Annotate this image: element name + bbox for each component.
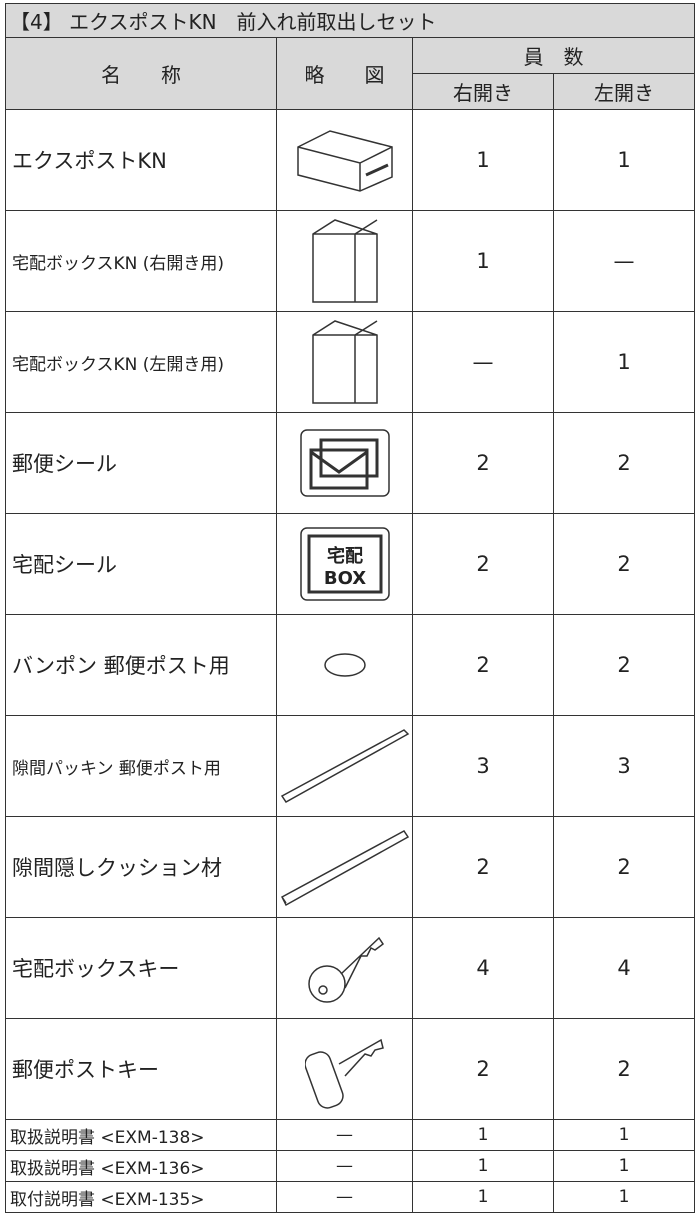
part-name: 隙間パッキン 郵便ポスト用	[5, 715, 277, 817]
part-figure: 宅配 BOX	[276, 513, 413, 615]
count-right: 2	[412, 513, 554, 615]
count-left: 3	[553, 715, 695, 817]
count-left: 1	[553, 1150, 695, 1182]
doc-figure: —	[276, 1119, 413, 1151]
figure-icon	[311, 320, 378, 404]
count-right: 1	[412, 1181, 554, 1213]
count-left: 1	[553, 311, 695, 413]
count-right: 1	[412, 210, 554, 312]
count-left: 4	[553, 917, 695, 1019]
figure-icon	[304, 1038, 384, 1109]
count-left: 2	[553, 513, 695, 615]
count-right: 1	[412, 1119, 554, 1151]
count-right: 3	[412, 715, 554, 817]
header-figure: 略 図	[276, 37, 413, 110]
figure-icon	[307, 936, 384, 1003]
count-left: 2	[553, 614, 695, 716]
doc-figure: —	[276, 1150, 413, 1182]
part-figure	[276, 412, 413, 514]
part-figure	[276, 311, 413, 413]
figure-icon	[280, 830, 409, 907]
svg-text:宅配: 宅配	[327, 545, 363, 567]
count-right: 1	[412, 109, 554, 211]
svg-text:BOX: BOX	[323, 568, 365, 589]
figure-icon	[323, 653, 366, 677]
count-right: 2	[412, 1018, 554, 1120]
header-count: 員 数	[412, 37, 695, 74]
header-name: 名 称	[5, 37, 277, 110]
count-left: 2	[553, 816, 695, 918]
part-figure	[276, 816, 413, 918]
header-right: 右開き	[412, 73, 554, 110]
count-right: —	[412, 311, 554, 413]
part-name: バンポン 郵便ポスト用	[5, 614, 277, 716]
count-left: 2	[553, 412, 695, 514]
part-name: 隙間隠しクッション材	[5, 816, 277, 918]
count-right: 1	[412, 1150, 554, 1182]
count-left: 1	[553, 1181, 695, 1213]
part-figure	[276, 715, 413, 817]
figure-icon	[296, 130, 393, 192]
part-name: 郵便ポストキー	[5, 1018, 277, 1120]
part-figure	[276, 614, 413, 716]
parts-table: 【4】 エクスポストKN 前入れ前取出しセット 名 称 略 図 員 数 右開き …	[5, 3, 695, 1213]
part-name: 宅配シール	[5, 513, 277, 615]
count-right: 2	[412, 816, 554, 918]
count-left: —	[553, 210, 695, 312]
part-name: 宅配ボックスKN (右開き用)	[5, 210, 277, 312]
part-figure	[276, 210, 413, 312]
doc-name: 取付説明書 <EXM-135>	[5, 1181, 277, 1213]
count-left: 1	[553, 109, 695, 211]
count-right: 2	[412, 614, 554, 716]
header-left: 左開き	[553, 73, 695, 110]
figure-icon	[311, 219, 378, 303]
figure-icon	[299, 429, 390, 497]
doc-figure: —	[276, 1181, 413, 1213]
doc-name: 取扱説明書 <EXM-138>	[5, 1119, 277, 1151]
part-figure	[276, 109, 413, 211]
part-name: 宅配ボックスKN (左開き用)	[5, 311, 277, 413]
doc-name: 取扱説明書 <EXM-136>	[5, 1150, 277, 1182]
part-name: 宅配ボックスキー	[5, 917, 277, 1019]
part-name: 郵便シール	[5, 412, 277, 514]
count-left: 2	[553, 1018, 695, 1120]
part-figure	[276, 1018, 413, 1120]
count-left: 1	[553, 1119, 695, 1151]
count-right: 4	[412, 917, 554, 1019]
figure-icon	[280, 729, 409, 803]
count-right: 2	[412, 412, 554, 514]
table-title: 【4】 エクスポストKN 前入れ前取出しセット	[5, 3, 695, 38]
part-figure	[276, 917, 413, 1019]
part-name: エクスポストKN	[5, 109, 277, 211]
